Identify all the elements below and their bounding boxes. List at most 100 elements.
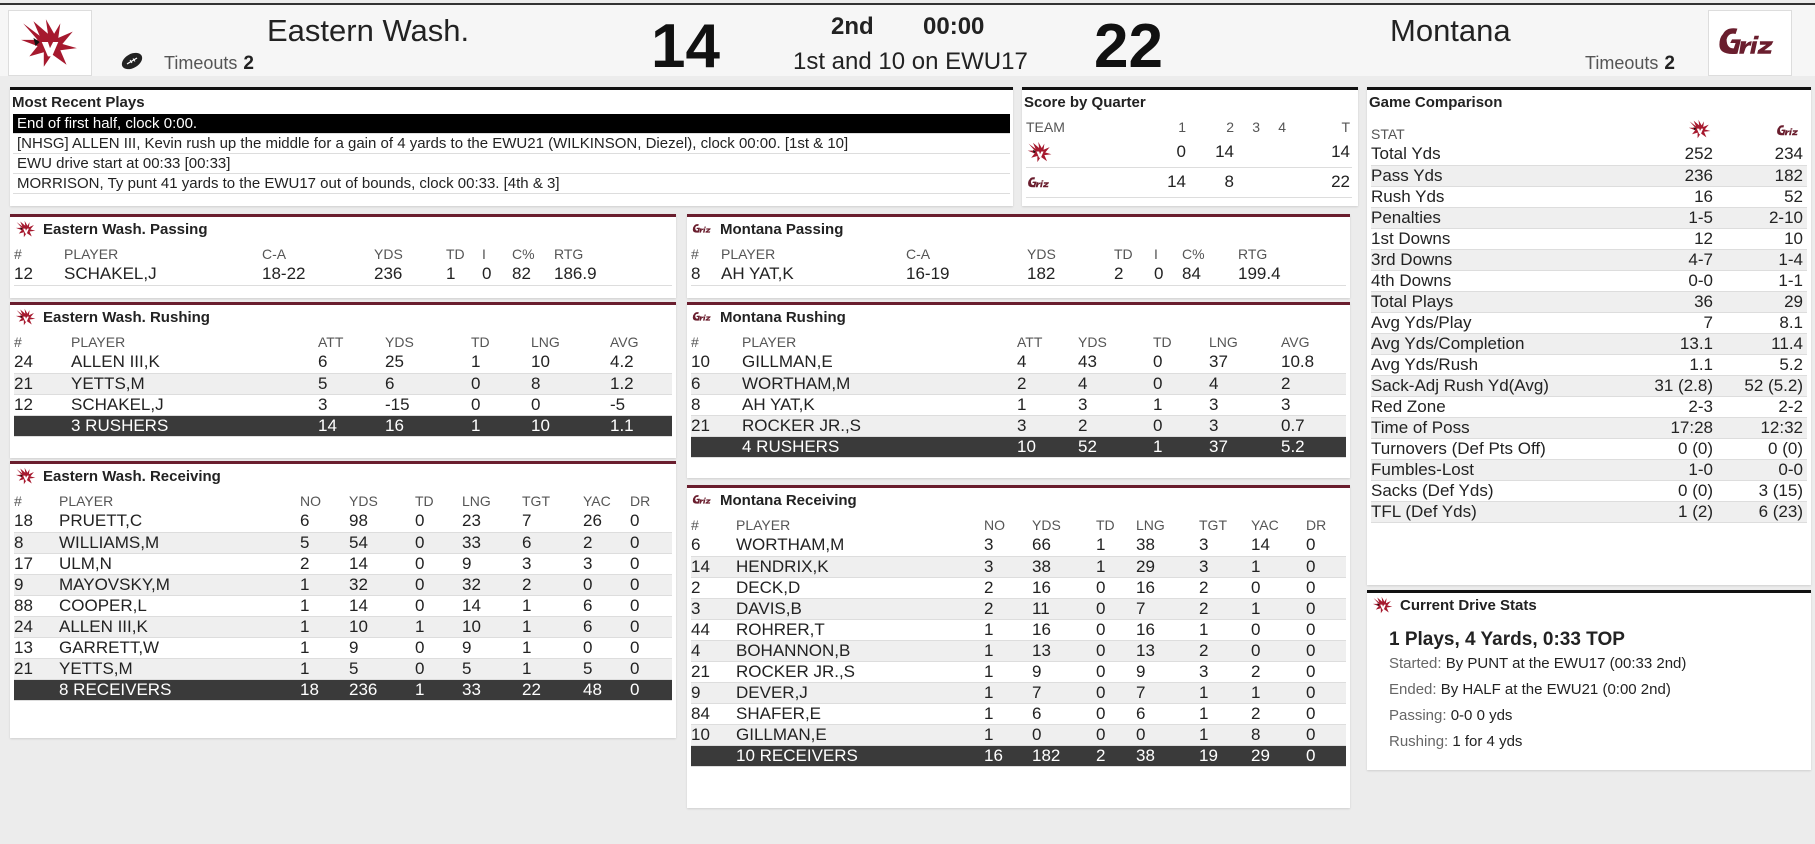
play-item[interactable]: End of first half, clock 0:00. <box>13 114 1010 134</box>
stat-cell: 0 <box>1306 640 1316 660</box>
stat-cell: 33 <box>462 532 481 552</box>
stat-cell: 6 <box>583 595 593 615</box>
stat-cell: 0 <box>415 532 425 552</box>
stat-cell: SHAFER,E <box>736 703 822 723</box>
game-comparison-panel: Game Comparison STAT Total Yds 252 234 Pass… <box>1367 87 1811 585</box>
stat-value: 17:28 <box>1670 417 1713 437</box>
stat-cell: 1 <box>300 658 310 678</box>
stat-value: 6 (23) <box>1758 501 1803 521</box>
stat-cell: 2 <box>691 577 701 597</box>
stat-label: Total Yds <box>1371 144 1441 164</box>
stat-value: 0-0 <box>1778 459 1803 479</box>
total-cell: 1 <box>471 415 531 436</box>
away-score: 14 <box>651 12 720 81</box>
stat-label: Pass Yds <box>1371 165 1443 185</box>
home-column-logo-icon <box>1717 114 1807 144</box>
stat-value: 1 (2) <box>1678 501 1713 521</box>
stat-cell: 0 <box>630 511 640 531</box>
stat-value: 31 (2.8) <box>1654 375 1713 395</box>
col-header: # <box>14 334 22 350</box>
stat-cell: 32 <box>349 574 368 594</box>
stat-cell: 2 <box>1199 577 1209 597</box>
stat-cell: 0 <box>1153 352 1163 372</box>
game-clock: 00:00 <box>923 13 985 40</box>
stat-cell: ROCKER JR.,S <box>736 661 856 681</box>
stat-cell: 0 <box>1306 661 1316 681</box>
total-cell: 182 <box>1032 745 1096 766</box>
table-row: 6 WORTHAM,M 3 66 1 38 3 14 0 <box>691 535 1346 556</box>
play-item[interactable]: [NHSG] ALLEN III, Kevin rush up the midd… <box>13 134 1010 154</box>
total-cell: 1.1 <box>610 415 672 436</box>
stat-cell: 0 <box>415 511 425 531</box>
stat-cell: 10 <box>349 616 368 636</box>
stat-cell: 10 <box>462 616 481 636</box>
stat-cell: 2 <box>1017 373 1027 393</box>
ewu-rushing-table: # PLAYER ATT YDS TD LNG AVG 24 ALLEN III,K 6 25 1 1… <box>14 329 672 437</box>
play-item[interactable]: EWU drive start at 00:33 [00:33] <box>13 154 1010 174</box>
stat-value: 3 (15) <box>1758 480 1803 500</box>
stat-cell: 14 <box>462 595 481 615</box>
stat-cell: 1 <box>984 619 994 639</box>
stat-cell: 2 <box>1078 415 1088 435</box>
ewu-passing-header: Eastern Wash. Passing <box>10 217 676 241</box>
table-row: 21 ROCKER JR.,S 3 2 0 3 0.7 <box>691 415 1346 436</box>
play-item[interactable]: MORRISON, Ty punt 41 yards to the EWU17 … <box>13 174 1010 194</box>
comparison-row: Penalties 1-5 2-10 <box>1371 207 1807 228</box>
score-cell <box>1260 137 1286 167</box>
stat-cell: GILLMAN,E <box>736 724 827 744</box>
stat-cell: -5 <box>610 394 626 414</box>
stat-column-header: STAT <box>1371 126 1405 142</box>
stat-cell: COOPER,L <box>59 595 147 615</box>
stat-cell: BOHANNON,B <box>736 640 851 660</box>
stat-value: 182 <box>1774 165 1803 185</box>
stat-cell: 1 <box>300 595 310 615</box>
totals-row: 8 RECEIVERS 18 236 1 33 22 48 0 <box>14 679 672 700</box>
scoreboard: Timeouts 2 Eastern Wash. 14 2nd 00:00 1st… <box>0 3 1815 81</box>
total-cell: 19 <box>1199 745 1251 766</box>
score-by-quarter-title: Score by Quarter <box>1024 93 1146 111</box>
stat-cell: 1.2 <box>610 373 634 393</box>
stat-label: Sacks (Def Yds) <box>1371 480 1494 500</box>
stat-cell: WILLIAMS,M <box>59 532 160 552</box>
stat-cell: 21 <box>14 373 33 393</box>
col-header: YDS <box>349 493 378 509</box>
total-cell: 1 <box>415 679 462 700</box>
total-cell: 10 <box>531 415 610 436</box>
stat-label: Penalties <box>1371 207 1441 227</box>
stat-cell: 16 <box>1032 577 1051 597</box>
stat-cell: 6 <box>691 535 701 555</box>
stat-cell: 32 <box>462 574 481 594</box>
stat-cell: 21 <box>14 658 33 678</box>
stat-label: Fumbles-Lost <box>1371 459 1474 479</box>
col-header: PLAYER <box>64 246 119 262</box>
stat-cell: 1 <box>300 616 310 636</box>
stat-cell: 5 <box>300 532 310 552</box>
total-cell: 38 <box>1136 745 1199 766</box>
stat-cell: 0 <box>1154 264 1164 284</box>
table-row: 3 DAVIS,B 2 11 0 7 2 1 0 <box>691 598 1346 619</box>
mt-receiving-table: # PLAYER NO YDS TD LNG TGT YAC DR 6 WORTHAM,M 3 66 1… <box>691 512 1346 767</box>
table-row: 18 PRUETT,C 6 98 0 23 7 26 0 <box>14 511 672 532</box>
stat-cell: 2 <box>1114 264 1124 284</box>
stat-cell: 11 <box>1032 598 1050 618</box>
comparison-row: Time of Poss 17:28 12:32 <box>1371 417 1807 438</box>
stat-cell: SCHAKEL,J <box>71 394 164 414</box>
stat-cell: 0 <box>415 658 425 678</box>
home-team-logo-icon <box>1708 10 1792 76</box>
stat-cell: 0 <box>630 595 640 615</box>
stat-value: 12:32 <box>1760 417 1803 437</box>
stat-cell: 8 <box>1251 724 1261 744</box>
total-cell: 236 <box>349 679 415 700</box>
table-row: 24 ALLEN III,K 1 10 1 10 1 6 0 <box>14 616 672 637</box>
stat-cell: 18-22 <box>262 264 306 284</box>
table-row: 24 ALLEN III,K 6 25 1 10 4.2 <box>14 352 672 373</box>
stat-cell: 23 <box>462 511 481 531</box>
comparison-row: 4th Downs 0-0 1-1 <box>1371 270 1807 291</box>
total-cell: 16 <box>385 415 471 436</box>
col-header: C-A <box>906 246 931 262</box>
stat-cell: 38 <box>1136 535 1155 555</box>
stat-value: 2-3 <box>1688 396 1713 416</box>
stat-cell: 1 <box>984 682 994 702</box>
col-header: PLAYER <box>721 246 776 262</box>
stat-cell: 2 <box>1199 598 1209 618</box>
